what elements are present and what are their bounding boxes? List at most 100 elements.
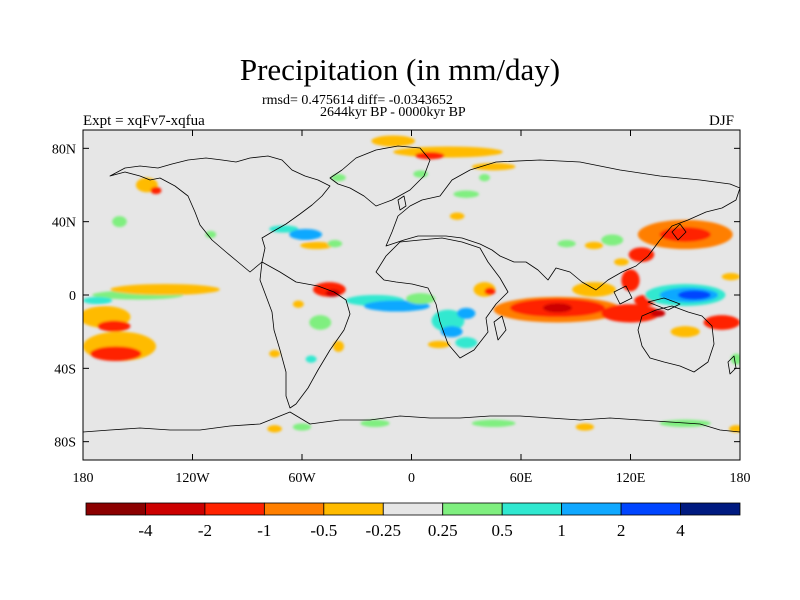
x-tick-label-6: 180 [730, 471, 751, 486]
colorbar-swatch-0 [85, 502, 146, 516]
anomaly-regions [83, 135, 740, 433]
anomaly-region-51 [677, 290, 711, 300]
anomaly-region-13 [300, 241, 334, 250]
colorbar-swatch-7 [501, 502, 563, 516]
anomaly-region-65 [360, 419, 390, 428]
anomaly-region-53 [670, 326, 700, 338]
coast-south-america [259, 261, 351, 409]
anomaly-region-31 [305, 355, 317, 363]
colorbar-label-4: -0.25 [366, 521, 401, 540]
anomaly-region-11 [269, 225, 299, 233]
anomaly-region-6 [90, 346, 142, 361]
experiment-label: Expt = xqFv7-xqfua [83, 113, 205, 129]
coast-africa [375, 237, 509, 359]
colorbar-label-8: 2 [617, 521, 626, 540]
x-tick-label-0: 180 [73, 471, 94, 486]
anomaly-region-30 [292, 300, 304, 308]
x-tick-label-2: 60W [288, 471, 316, 486]
coast-uk [397, 195, 407, 211]
anomaly-region-28 [406, 293, 436, 305]
anomaly-region-21 [453, 190, 480, 198]
anomaly-region-18 [415, 152, 445, 160]
anomaly-region-15 [331, 174, 346, 182]
anomaly-region-3 [83, 296, 113, 305]
anomaly-region-37 [457, 307, 476, 319]
anomaly-region-59 [584, 241, 604, 250]
anomaly-region-52 [703, 315, 740, 330]
coast-australia [637, 305, 715, 373]
anomaly-region-48 [650, 309, 666, 318]
colorbar-label-5: 0.25 [428, 521, 458, 540]
anomaly-region-55 [659, 227, 711, 242]
x-tick-label-5: 120E [616, 471, 646, 486]
anomaly-region-4 [110, 284, 220, 295]
anomaly-region-43 [542, 303, 573, 313]
colorbar: -4 -2 -1 -0.5 -0.25 0.25 0.5 1 2 4 [85, 502, 741, 540]
coast-north-america [109, 155, 331, 273]
anomaly-region-62 [721, 273, 740, 281]
anomaly-region-23 [449, 212, 465, 220]
anomaly-region-44 [601, 304, 660, 323]
anomaly-region-14 [327, 240, 343, 248]
anomaly-region-58 [601, 234, 624, 246]
axes: 180 120W 60W 0 60E 120E 180 80N 40N 0 40S 80S [52, 130, 751, 486]
anomaly-region-46 [621, 269, 640, 292]
y-tick-label-1: 40N [52, 216, 76, 231]
coast-japan [671, 223, 687, 241]
anomaly-region-10 [205, 230, 217, 239]
anomaly-region-17 [393, 146, 503, 158]
colorbar-label-3: -0.5 [310, 521, 337, 540]
anomaly-region-1 [97, 320, 131, 332]
anomaly-region-32 [333, 340, 344, 352]
chart-title: Precipitation (in mm/day) [239, 52, 561, 87]
colorbar-label-0: -4 [138, 521, 153, 540]
anomaly-region-67 [575, 423, 594, 431]
anomaly-region-12 [289, 229, 323, 240]
colorbar-label-6: 0.5 [492, 521, 513, 540]
coast-eurasia [385, 159, 740, 291]
x-tick-label-3: 0 [408, 471, 415, 486]
anomaly-region-64 [292, 423, 312, 431]
y-tick-label-3: 40S [54, 362, 76, 377]
anomaly-region-69 [729, 425, 740, 433]
anomaly-region-38 [427, 340, 450, 349]
colorbar-swatch-8 [561, 502, 622, 516]
coast-antarctica [83, 411, 740, 433]
anomaly-region-16 [371, 135, 416, 147]
anomaly-region-19 [471, 163, 516, 171]
colorbar-swatch-6 [442, 502, 503, 516]
anomaly-region-57 [614, 258, 629, 266]
colorbar-swatch-1 [145, 502, 206, 516]
colorbar-swatch-5 [382, 502, 444, 516]
anomaly-region-34 [431, 309, 465, 332]
anomaly-region-36 [455, 337, 478, 349]
anomaly-region-9 [112, 216, 127, 228]
x-tick-label-4: 60E [510, 471, 533, 486]
anomaly-region-63 [267, 425, 282, 433]
colorbar-label-7: 1 [557, 521, 566, 540]
colorbar-swatch-9 [620, 502, 681, 516]
colorbar-swatch-4 [323, 502, 384, 516]
colorbar-label-9: 4 [676, 521, 685, 540]
x-tick-label-1: 120W [175, 471, 210, 486]
anomaly-region-45 [572, 282, 616, 297]
colorbar-label-2: -1 [257, 521, 271, 540]
season-label: DJF [709, 113, 735, 129]
coast-greenland [329, 145, 431, 207]
colorbar-swatch-3 [263, 502, 325, 516]
anomaly-region-25 [325, 289, 341, 297]
anomaly-region-56 [628, 247, 655, 262]
y-tick-label-4: 80S [54, 436, 76, 451]
period-subtitle: 2644kyr BP - 0000kyr BP [320, 105, 466, 120]
colorbar-swatch-2 [204, 502, 265, 516]
anomaly-region-20 [479, 174, 490, 182]
y-tick-label-0: 80N [52, 142, 76, 157]
coast-madagascar [493, 315, 507, 341]
anomaly-region-33 [269, 350, 281, 358]
coast-borneo [613, 285, 633, 305]
anomaly-region-60 [557, 240, 576, 248]
colorbar-label-1: -2 [198, 521, 212, 540]
coastlines [83, 145, 740, 433]
anomaly-region-8 [150, 186, 162, 195]
